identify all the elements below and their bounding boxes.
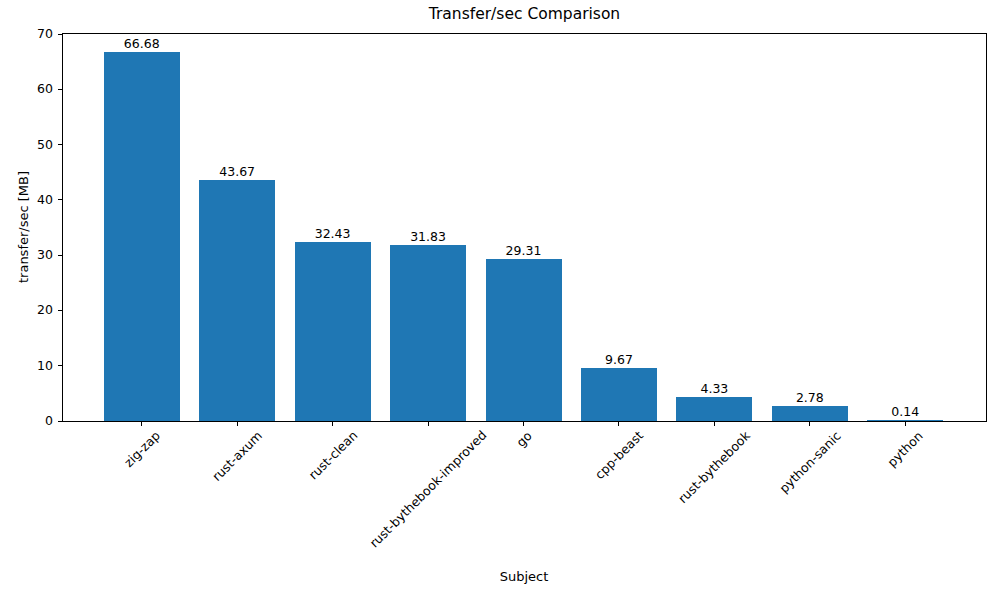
bar: [486, 259, 562, 421]
x-tick-label: python-sanic: [776, 428, 844, 496]
bar: [676, 397, 752, 421]
bar-value-label: 31.83: [410, 229, 446, 244]
y-tick-label: 60: [1, 82, 53, 96]
bar-value-label: 0.14: [891, 404, 919, 419]
x-tick: [237, 421, 238, 426]
y-tick: [58, 421, 63, 422]
x-tick: [714, 421, 715, 426]
bar-value-label: 4.33: [700, 381, 728, 396]
y-tick: [58, 144, 63, 145]
chart-title: Transfer/sec Comparison: [62, 5, 987, 23]
y-tick: [58, 199, 63, 200]
x-tick: [809, 421, 810, 426]
x-tick: [618, 421, 619, 426]
bar: [295, 242, 371, 421]
x-tick: [523, 421, 524, 426]
y-tick-label: 70: [1, 27, 53, 41]
bar: [772, 406, 848, 421]
x-axis-label: Subject: [500, 569, 549, 584]
y-tick-label: 50: [1, 138, 53, 152]
bar-value-label: 66.68: [124, 36, 160, 51]
bar-value-label: 43.67: [219, 164, 255, 179]
x-tick: [905, 421, 906, 426]
x-tick-label: rust-bythebook: [675, 428, 753, 506]
x-tick-label: zig-zap: [121, 428, 163, 470]
bar-value-label: 2.78: [796, 390, 824, 405]
y-tick-label: 30: [1, 248, 53, 262]
bar-value-label: 32.43: [315, 226, 351, 241]
y-tick-label: 40: [1, 193, 53, 207]
x-tick: [332, 421, 333, 426]
y-tick-label: 10: [1, 359, 53, 373]
x-tick-label: go: [513, 428, 535, 450]
y-tick: [58, 89, 63, 90]
y-tick: [58, 310, 63, 311]
figure: Transfer/sec Comparison transfer/sec [MB…: [0, 0, 1000, 600]
y-tick: [58, 34, 63, 35]
x-tick-label: python: [884, 428, 926, 470]
x-tick-label: rust-clean: [305, 428, 360, 483]
x-tick-label: rust-bythebook-improved: [367, 428, 490, 551]
y-tick: [58, 365, 63, 366]
bar-value-label: 9.67: [605, 352, 633, 367]
bar: [581, 368, 657, 421]
y-tick: [58, 255, 63, 256]
bar: [390, 245, 466, 421]
x-tick-label: rust-axum: [209, 428, 265, 484]
bar: [199, 180, 275, 421]
bar-value-label: 29.31: [506, 243, 542, 258]
y-axis-label: transfer/sec [MB]: [16, 171, 31, 283]
x-tick: [141, 421, 142, 426]
x-tick: [428, 421, 429, 426]
plot-area: 01020304050607066.68zig-zap43.67rust-axu…: [62, 33, 987, 422]
y-tick-label: 0: [1, 414, 53, 428]
y-tick-label: 20: [1, 303, 53, 317]
bar: [104, 52, 180, 421]
x-tick-label: cpp-beast: [592, 428, 646, 482]
